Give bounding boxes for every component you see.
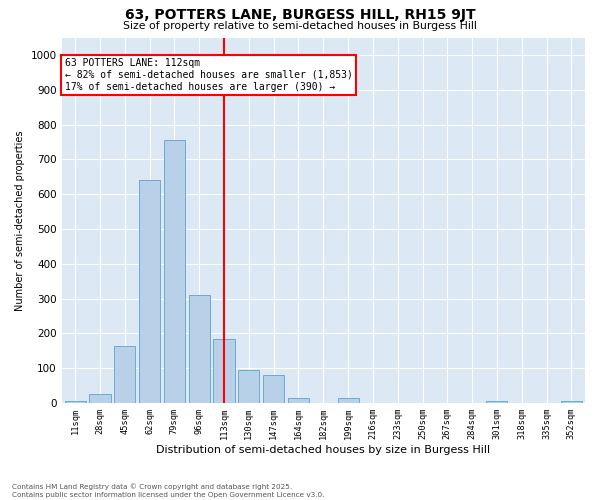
Bar: [188, 295, 210, 403]
Bar: [288, 398, 309, 403]
Text: Contains HM Land Registry data © Crown copyright and database right 2025.
Contai: Contains HM Land Registry data © Crown c…: [12, 484, 325, 498]
Bar: [238, 370, 259, 403]
Text: 63, POTTERS LANE, BURGESS HILL, RH15 9JT: 63, POTTERS LANE, BURGESS HILL, RH15 9JT: [125, 8, 475, 22]
Bar: [561, 402, 582, 403]
Text: 63 POTTERS LANE: 112sqm
← 82% of semi-detached houses are smaller (1,853)
17% of: 63 POTTERS LANE: 112sqm ← 82% of semi-de…: [65, 58, 352, 92]
X-axis label: Distribution of semi-detached houses by size in Burgess Hill: Distribution of semi-detached houses by …: [156, 445, 490, 455]
Bar: [263, 375, 284, 403]
Y-axis label: Number of semi-detached properties: Number of semi-detached properties: [15, 130, 25, 310]
Bar: [139, 180, 160, 403]
Bar: [487, 402, 508, 403]
Bar: [89, 394, 110, 403]
Text: Size of property relative to semi-detached houses in Burgess Hill: Size of property relative to semi-detach…: [123, 21, 477, 31]
Bar: [114, 346, 136, 403]
Bar: [164, 140, 185, 403]
Bar: [338, 398, 359, 403]
Bar: [65, 402, 86, 403]
Bar: [214, 338, 235, 403]
